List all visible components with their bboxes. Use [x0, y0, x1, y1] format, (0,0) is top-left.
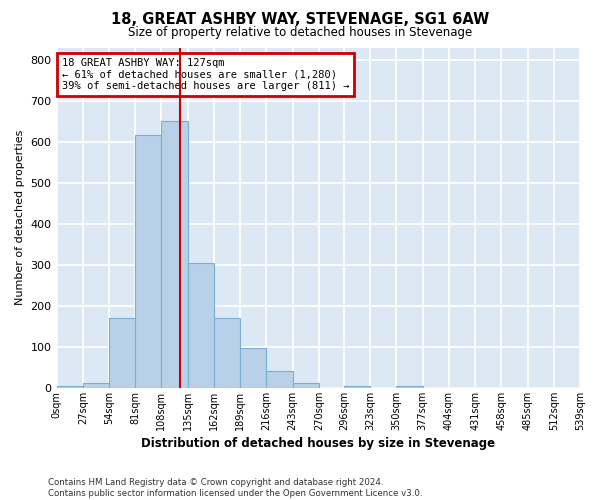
Bar: [293, 383, 319, 388]
Bar: [83, 383, 109, 388]
Bar: [56, 386, 83, 388]
Bar: [109, 318, 135, 388]
Bar: [188, 263, 214, 388]
Bar: [240, 348, 266, 388]
Text: Contains HM Land Registry data © Crown copyright and database right 2024.
Contai: Contains HM Land Registry data © Crown c…: [48, 478, 422, 498]
Y-axis label: Number of detached properties: Number of detached properties: [15, 130, 25, 306]
Bar: [344, 386, 370, 388]
Bar: [397, 386, 422, 388]
Text: 18 GREAT ASHBY WAY: 127sqm
← 61% of detached houses are smaller (1,280)
39% of s: 18 GREAT ASHBY WAY: 127sqm ← 61% of deta…: [62, 58, 349, 91]
Text: Size of property relative to detached houses in Stevenage: Size of property relative to detached ho…: [128, 26, 472, 39]
Bar: [161, 122, 188, 388]
X-axis label: Distribution of detached houses by size in Stevenage: Distribution of detached houses by size …: [141, 437, 496, 450]
Bar: [214, 318, 240, 388]
Text: 18, GREAT ASHBY WAY, STEVENAGE, SG1 6AW: 18, GREAT ASHBY WAY, STEVENAGE, SG1 6AW: [111, 12, 489, 28]
Bar: [135, 135, 161, 388]
Bar: [266, 370, 293, 388]
